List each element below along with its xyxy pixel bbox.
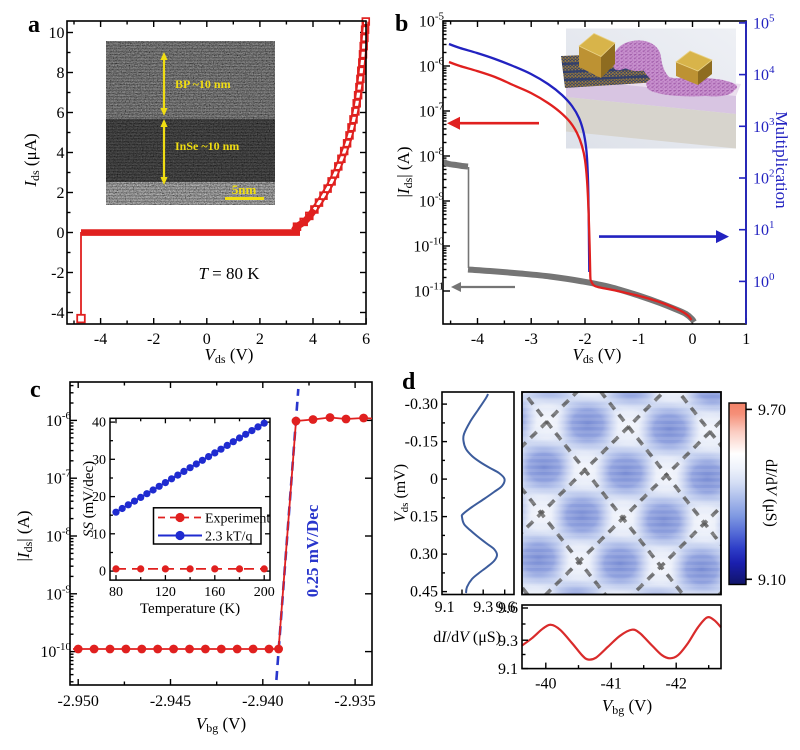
svg-text:0: 0 — [689, 331, 697, 348]
svg-text:105: 105 — [753, 12, 775, 32]
svg-text:10-5: 10-5 — [419, 11, 445, 31]
svg-text:10-6: 10-6 — [419, 56, 445, 76]
svg-text:InSe ~10 nm: InSe ~10 nm — [175, 139, 239, 153]
svg-text:100: 100 — [753, 271, 775, 291]
svg-text:0: 0 — [99, 565, 106, 580]
svg-text:30: 30 — [92, 453, 106, 468]
svg-text:0: 0 — [203, 331, 211, 348]
svg-text:-2.945: -2.945 — [150, 693, 191, 710]
svg-text:c: c — [30, 377, 41, 403]
svg-text:2.3 kT/q: 2.3 kT/q — [205, 530, 252, 545]
svg-text:10-9: 10-9 — [46, 583, 72, 603]
svg-text:101: 101 — [753, 219, 775, 239]
svg-text:0.45: 0.45 — [410, 584, 438, 601]
svg-text:2: 2 — [256, 331, 264, 348]
svg-text:-0.15: -0.15 — [405, 434, 438, 451]
svg-text:-2: -2 — [578, 331, 591, 348]
svg-text:d: d — [402, 369, 416, 395]
svg-text:Vds (mV): Vds (mV) — [392, 464, 411, 522]
svg-text:2: 2 — [57, 185, 65, 202]
svg-text:9.10: 9.10 — [758, 572, 786, 589]
svg-text:9.1: 9.1 — [498, 661, 518, 678]
svg-text:Vds (V): Vds (V) — [205, 345, 254, 366]
svg-text:SS (mV/dec): SS (mV/dec) — [81, 461, 97, 537]
svg-text:103: 103 — [753, 116, 775, 136]
svg-text:-41: -41 — [601, 676, 622, 693]
svg-text:Vbg (V): Vbg (V) — [196, 714, 246, 735]
svg-text:Experiment: Experiment — [205, 512, 270, 527]
svg-text:-2.940: -2.940 — [242, 693, 283, 710]
svg-text:dI/dV (μS): dI/dV (μS) — [762, 459, 779, 527]
svg-text:-1: -1 — [632, 331, 645, 348]
svg-text:-4: -4 — [94, 331, 107, 348]
svg-text:5nm: 5nm — [232, 182, 257, 197]
svg-text:9.1: 9.1 — [435, 599, 455, 616]
svg-text:6: 6 — [362, 331, 370, 348]
svg-text:10: 10 — [92, 527, 106, 542]
svg-text:9.6: 9.6 — [496, 599, 516, 616]
svg-text:0.30: 0.30 — [410, 546, 438, 563]
svg-text:80: 80 — [109, 585, 123, 600]
svg-text:|Ids| (A): |Ids| (A) — [394, 146, 415, 197]
svg-text:T = 80 K: T = 80 K — [198, 264, 260, 283]
svg-text:-3: -3 — [525, 331, 538, 348]
svg-text:Ids (μA): Ids (μA) — [21, 133, 42, 187]
svg-text:10-10: 10-10 — [413, 236, 444, 256]
svg-text:Vds (V): Vds (V) — [573, 345, 622, 366]
svg-text:20: 20 — [92, 490, 106, 505]
svg-text:-40: -40 — [535, 676, 556, 693]
svg-text:Vbg (V): Vbg (V) — [602, 696, 652, 717]
svg-text:9.3: 9.3 — [473, 599, 493, 616]
svg-text:4: 4 — [57, 145, 65, 162]
svg-text:104: 104 — [753, 64, 775, 84]
svg-text:160: 160 — [204, 585, 225, 600]
svg-text:0: 0 — [430, 471, 438, 488]
svg-text:|Ids| (A): |Ids| (A) — [14, 510, 35, 561]
svg-text:BP ~10 nm: BP ~10 nm — [175, 77, 231, 91]
svg-text:0.15: 0.15 — [410, 509, 438, 526]
svg-text:1: 1 — [742, 331, 750, 348]
svg-text:-0.30: -0.30 — [405, 396, 438, 413]
svg-text:10-8: 10-8 — [46, 526, 72, 546]
svg-text:120: 120 — [155, 585, 176, 600]
svg-text:9.6: 9.6 — [498, 600, 518, 617]
svg-text:a: a — [28, 12, 40, 38]
svg-text:10-10: 10-10 — [40, 641, 71, 661]
svg-text:-4: -4 — [471, 331, 484, 348]
svg-text:10-7: 10-7 — [46, 468, 72, 488]
svg-text:-2: -2 — [51, 265, 64, 282]
svg-text:9.70: 9.70 — [758, 402, 786, 419]
svg-text:9.3: 9.3 — [498, 633, 518, 650]
svg-text:0: 0 — [57, 225, 65, 242]
svg-text:dI/dV (μS): dI/dV (μS) — [433, 629, 501, 646]
svg-text:-2: -2 — [147, 331, 160, 348]
svg-text:10-7: 10-7 — [419, 101, 445, 121]
svg-text:-2.950: -2.950 — [58, 693, 99, 710]
svg-text:10-6: 10-6 — [46, 410, 72, 430]
svg-text:10-11: 10-11 — [414, 281, 444, 301]
svg-text:Multiplication: Multiplication — [772, 111, 791, 209]
svg-text:0.25 mV/Dec: 0.25 mV/Dec — [303, 504, 322, 597]
svg-text:10: 10 — [49, 25, 65, 42]
svg-text:-42: -42 — [666, 676, 687, 693]
svg-text:6: 6 — [57, 105, 65, 122]
svg-text:-4: -4 — [51, 305, 64, 322]
svg-text:10-8: 10-8 — [419, 146, 445, 166]
svg-text:4: 4 — [309, 331, 317, 348]
svg-text:8: 8 — [57, 65, 65, 82]
svg-text:-2.935: -2.935 — [334, 693, 375, 710]
svg-text:10-9: 10-9 — [419, 191, 445, 211]
svg-text:102: 102 — [753, 168, 775, 188]
svg-text:40: 40 — [92, 416, 106, 431]
svg-text:Temperature (K): Temperature (K) — [140, 601, 240, 617]
svg-text:200: 200 — [254, 585, 275, 600]
svg-text:b: b — [395, 11, 408, 37]
